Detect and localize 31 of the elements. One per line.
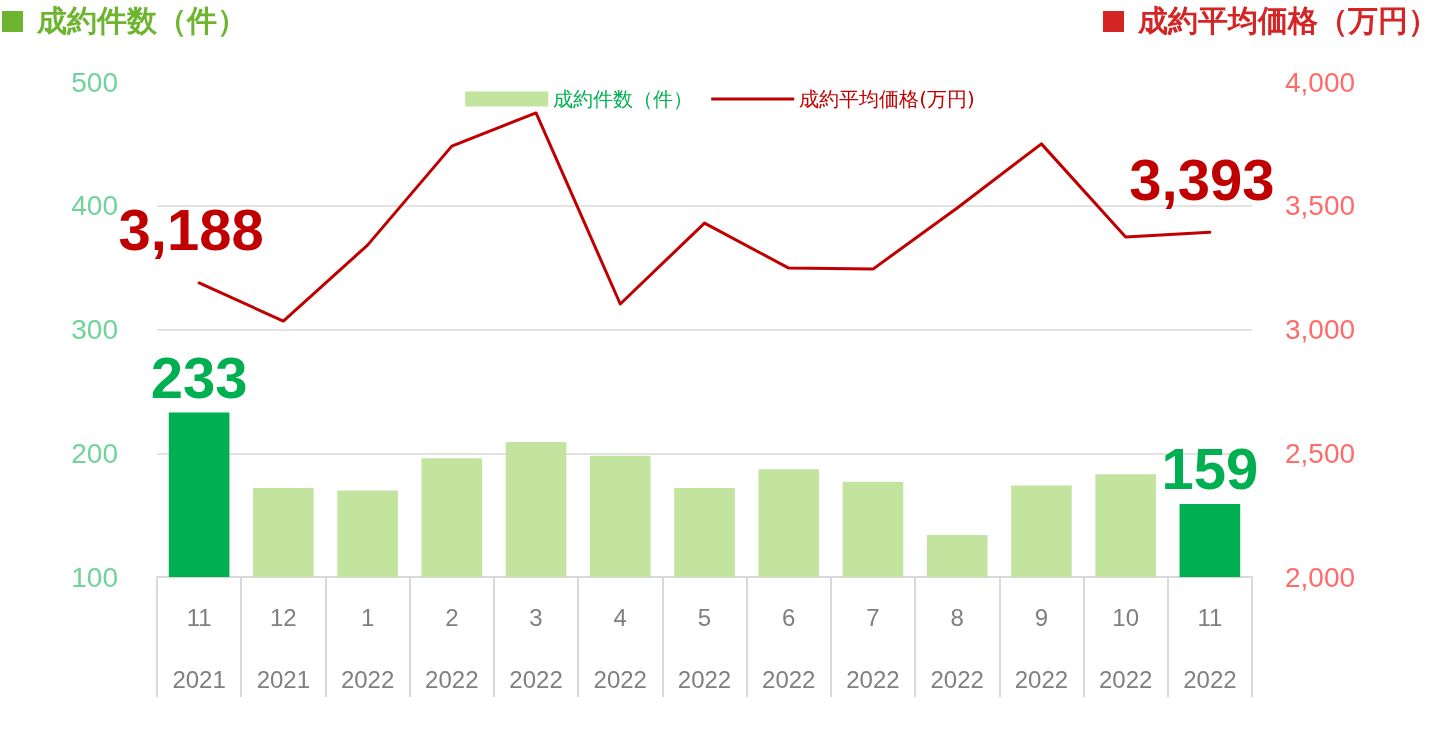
category-label: 6 2022 xyxy=(762,603,816,693)
y2-tick-label: 2,500 xyxy=(1285,437,1356,469)
y2-tick-label: 4,000 xyxy=(1285,66,1356,98)
category-label: 4 2022 xyxy=(593,603,647,693)
category-label: 5 2022 xyxy=(677,603,732,693)
category-label: 9 2022 xyxy=(1014,603,1069,693)
category-label: 3 2022 xyxy=(509,603,563,693)
y-axis-title: 成約件数（件） xyxy=(37,2,247,40)
data-label: 3,188 xyxy=(118,197,264,263)
y-tick-label: 200 xyxy=(71,437,118,469)
data-label: 233 xyxy=(150,344,248,410)
category-label: 7 2022 xyxy=(846,603,900,693)
y2-tick-label: 3,500 xyxy=(1285,190,1356,222)
data-label: 159 xyxy=(1161,436,1259,502)
category-label: 11 2022 xyxy=(1183,603,1237,693)
legend-label: 成約平均価格(万円) xyxy=(799,87,975,111)
y2-axis-title: 成約平均価格（万円） xyxy=(1138,2,1438,40)
y-tick-label: 400 xyxy=(71,190,118,222)
category-label: 10 2022 xyxy=(1098,603,1153,693)
category-label: 1 2022 xyxy=(340,603,395,693)
y2-tick-label: 3,000 xyxy=(1285,314,1356,345)
legend-label: 成約件数（件） xyxy=(553,87,694,111)
y-tick-label: 500 xyxy=(71,66,118,98)
data-label: 3,393 xyxy=(1129,146,1275,212)
category-label: 12 2021 xyxy=(256,603,311,693)
y2-tick-label: 2,000 xyxy=(1285,561,1356,593)
category-label: 2 2022 xyxy=(425,603,479,693)
y-tick-label: 300 xyxy=(71,314,118,345)
category-label: 11 2021 xyxy=(172,603,226,693)
y-tick-label: 100 xyxy=(71,561,118,593)
category-label: 8 2022 xyxy=(930,603,984,693)
